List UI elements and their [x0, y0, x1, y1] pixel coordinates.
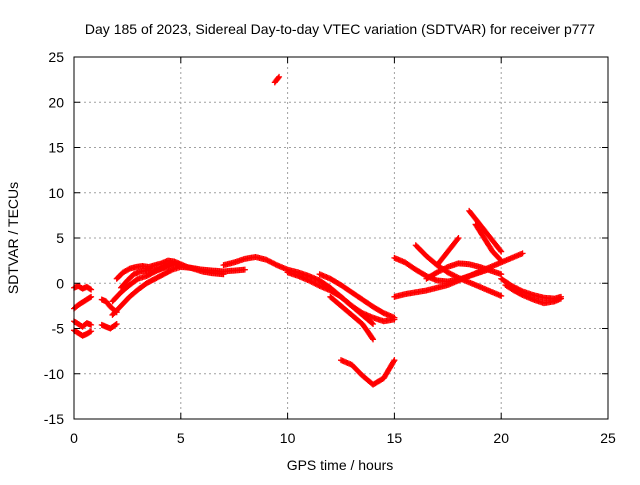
series-arc-u [434, 235, 462, 269]
data-point [87, 285, 94, 292]
data-point [370, 320, 377, 327]
series-arc-i [113, 257, 227, 282]
data-layer [71, 73, 565, 388]
data-point [454, 236, 461, 243]
y-tick-label: 10 [48, 185, 64, 201]
series-arc-m [316, 271, 398, 321]
data-point [498, 257, 505, 264]
y-tick-label: -5 [52, 321, 65, 337]
data-point [498, 292, 505, 299]
tick-layer: 0 5 10 15 20 25 -15 -10 -5 0 5 10 15 20 25 [44, 49, 616, 446]
data-point [498, 248, 505, 255]
y-tick-label: -15 [44, 411, 64, 427]
data-point [87, 328, 94, 335]
data-point [315, 282, 322, 289]
series-arc-p [271, 73, 283, 86]
x-tick-label: 15 [387, 430, 403, 446]
series-arc-e [98, 296, 120, 316]
x-tick-label: 5 [177, 430, 185, 446]
data-point [175, 261, 182, 268]
y-tick-label: 0 [56, 275, 64, 291]
data-point [276, 73, 283, 80]
series-arc-a [71, 282, 95, 293]
series-arc-d [71, 327, 95, 339]
data-point [497, 247, 504, 254]
data-point [369, 335, 376, 342]
series-arc-r [391, 254, 494, 285]
data-point [454, 274, 461, 281]
y-tick-label: -10 [44, 366, 64, 382]
data-point [87, 294, 94, 301]
series-arc-j [117, 261, 182, 291]
data-point [272, 261, 279, 268]
data-point [220, 271, 227, 278]
x-tick-label: 20 [493, 430, 509, 446]
data-point [558, 295, 565, 302]
x-tick-label: 10 [280, 430, 296, 446]
series-arc-y [502, 282, 565, 307]
data-point [391, 314, 398, 321]
series-arc-o [338, 357, 398, 388]
y-tick-label: 25 [48, 49, 64, 65]
series-arc-c [71, 318, 95, 330]
series-arc-w [472, 221, 505, 264]
data-point [368, 320, 375, 327]
y-tick-label: 15 [48, 140, 64, 156]
data-point [275, 74, 282, 81]
series-arc-l [284, 269, 398, 325]
data-point [88, 286, 95, 293]
data-point [391, 357, 398, 364]
y-tick-label: 20 [48, 94, 64, 110]
data-point [497, 256, 504, 263]
data-point [370, 336, 377, 343]
data-point [88, 321, 95, 328]
data-point [443, 264, 450, 271]
series-arc-f [98, 320, 120, 332]
data-point [112, 321, 119, 328]
data-point [88, 328, 95, 335]
series-arc-g [109, 263, 248, 318]
data-point [390, 358, 397, 365]
series-arc-n [327, 293, 377, 343]
y-axis-title: SDTVAR / TECUs [5, 182, 21, 294]
data-point [519, 250, 526, 257]
series-arc-t [423, 260, 505, 282]
data-point [113, 320, 120, 327]
data-point [88, 293, 95, 300]
chart-title: Day 185 of 2023, Sidereal Day-to-day VTE… [85, 21, 595, 37]
x-tick-label: 25 [600, 430, 616, 446]
y-tick-label: 5 [56, 230, 64, 246]
x-axis-title: GPS time / hours [287, 457, 394, 473]
data-point [455, 235, 462, 241]
data-point [241, 266, 248, 273]
x-tick-label: 0 [70, 430, 78, 446]
